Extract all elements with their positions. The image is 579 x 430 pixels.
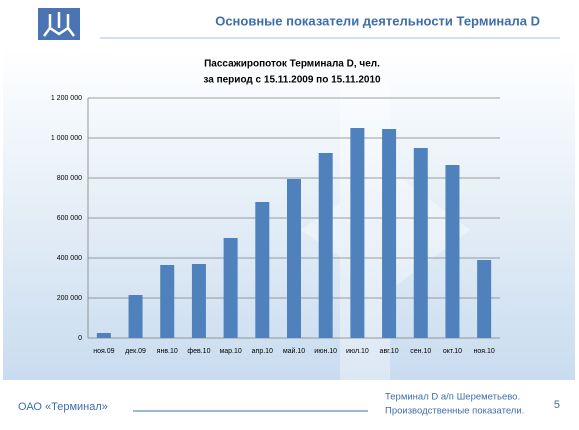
bar [477, 260, 492, 338]
bar [413, 148, 428, 338]
bar [255, 202, 270, 338]
x-tick-label: ноя.10 [474, 348, 495, 355]
footer-note: Производственные показатели. [385, 406, 524, 417]
x-tick-label: июн.10 [314, 348, 337, 355]
y-tick-label: 800 000 [57, 175, 82, 182]
chart-title: за период с 15.11.2009 по 15.11.2010 [203, 75, 381, 86]
x-tick-label: мар.10 [219, 348, 241, 355]
x-tick-label: окт.10 [443, 348, 462, 355]
x-tick-label: сен.10 [410, 348, 431, 355]
chart-title: Пассажиропоток Терминала D, чел. [204, 59, 380, 70]
bar [128, 295, 143, 338]
y-tick-label: 200 000 [57, 295, 82, 302]
bar [318, 153, 333, 338]
y-tick-label: 0 [78, 335, 82, 342]
x-tick-label: фев.10 [187, 348, 210, 355]
slide-title: Основные показатели деятельности Термина… [215, 13, 540, 28]
x-tick-label: авг.10 [380, 348, 399, 355]
footer-note: Терминал D а/п Шереметьево. [385, 392, 520, 403]
y-tick-label: 1 200 000 [51, 95, 82, 102]
x-tick-label: июл.10 [346, 348, 369, 355]
x-tick-label: май.10 [283, 347, 305, 355]
y-tick-label: 600 000 [57, 215, 82, 222]
x-tick-label: янв.10 [157, 348, 178, 355]
bar [223, 238, 238, 338]
x-tick-label: ноя.09 [93, 348, 114, 355]
y-tick-label: 400 000 [57, 255, 82, 262]
bar [96, 333, 111, 338]
bar [382, 129, 397, 338]
bar [191, 264, 206, 338]
bar [287, 179, 301, 338]
logo-mark [43, 12, 75, 37]
company: ОАО «Терминал» [18, 401, 108, 413]
x-tick-label: дек.09 [125, 348, 146, 355]
x-tick-label: апр.10 [252, 348, 273, 355]
page-number: 5 [554, 399, 560, 411]
y-tick-label: 1 000 000 [51, 135, 82, 142]
bar [445, 165, 460, 338]
bar [160, 265, 175, 338]
bar [350, 128, 365, 338]
